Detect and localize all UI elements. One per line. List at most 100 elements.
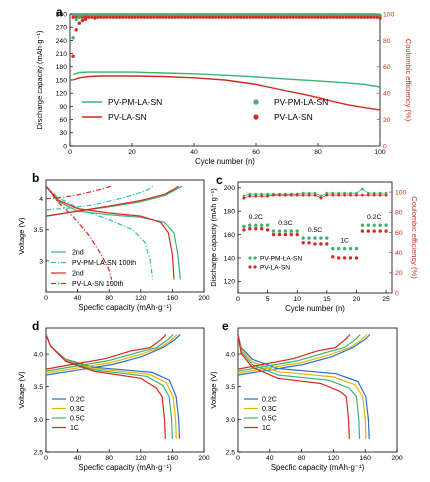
ce-point (226, 15, 230, 19)
ce-point (83, 17, 88, 21)
y-tick-label: 30 (59, 130, 67, 137)
ce-point (114, 15, 119, 19)
y-tick-label: 4.0 (34, 352, 44, 359)
ce-point (359, 15, 363, 19)
x-axis-label: Specfic capacity (mAh·g⁻¹) (78, 303, 172, 312)
ce-point (325, 15, 329, 19)
ce-point (238, 15, 243, 19)
ce-point (121, 15, 125, 19)
y-tick-label: 2.5 (34, 449, 44, 456)
ce-point (217, 15, 221, 19)
ce-point (331, 15, 336, 19)
x-tick-label: 0 (236, 296, 240, 303)
ce-point (349, 193, 352, 197)
ce-point (71, 54, 75, 58)
capacity-point (260, 227, 264, 231)
legend-marker (253, 114, 259, 120)
y2-axis-label: Coulombic efficiency (%) (404, 39, 413, 122)
ce-point (180, 15, 184, 19)
ce-point (158, 15, 162, 19)
discharge-curve (45, 334, 181, 439)
x-axis-label: Specfic capacity (mAh·g⁻¹) (271, 463, 365, 472)
ce-point (254, 194, 258, 198)
capacity-point (366, 223, 370, 227)
ce-point (304, 15, 308, 19)
y2-tick-label: 100 (395, 189, 407, 196)
charge-curve (237, 334, 371, 376)
charge-curve (237, 334, 361, 372)
charge-curve (45, 185, 183, 217)
ce-point (235, 15, 239, 19)
x-tick-label: 20 (128, 149, 136, 156)
legend-label: 0.5C (262, 416, 277, 423)
ce-point (355, 193, 358, 197)
y2-tick-label: 80 (395, 210, 403, 217)
capacity-point (313, 236, 317, 240)
rate-annotation: 0.2C (367, 214, 381, 221)
ce-point (186, 15, 190, 19)
panel-letter: b (32, 171, 39, 185)
ce-point (124, 15, 128, 19)
plot-frame (45, 179, 205, 293)
legend-label: 2nd (72, 250, 84, 257)
x-tick-label: 80 (298, 455, 306, 462)
x-tick-label: 5 (266, 296, 270, 303)
ce-point (369, 15, 373, 19)
ce-point (282, 15, 286, 19)
ce-point (167, 15, 171, 19)
x-tick-label: 25 (382, 296, 390, 303)
y2-tick-label: 0 (395, 290, 399, 297)
ce-point (343, 191, 346, 195)
discharge-curve (45, 185, 175, 280)
ce-point (384, 193, 388, 197)
ce-point (207, 15, 212, 19)
charge-curve (45, 185, 154, 211)
capacity-point (248, 227, 252, 231)
ce-point (80, 13, 85, 17)
capacity-point (337, 256, 341, 260)
ce-point (192, 15, 196, 19)
y2-tick-label: 100 (383, 11, 395, 18)
ce-point (300, 15, 305, 19)
ce-point (279, 15, 283, 19)
ce-point (251, 15, 255, 19)
capacity-point (319, 242, 323, 246)
discharge-curve (45, 185, 113, 280)
legend-marker (253, 99, 259, 105)
y-tick-label: 210 (56, 51, 68, 58)
ce-point (183, 15, 187, 19)
panel-a: a 0 20 40 60 80 100 Cycle number (n) 0 30 60 90 120 1… (35, 5, 413, 166)
ce-point (349, 191, 352, 195)
capacity-point (372, 229, 376, 233)
y2-tick-label: 40 (395, 250, 403, 257)
legend-label: PV-PM-LA-SN 100th (72, 260, 136, 267)
capacity-point (289, 229, 293, 233)
ce-point (355, 191, 358, 195)
ce-point (80, 18, 85, 23)
discharge-curve (237, 334, 361, 439)
ce-point (176, 15, 181, 19)
ce-point (328, 15, 332, 19)
capacity-point (348, 246, 353, 251)
ce-point (260, 15, 264, 19)
ce-point (266, 194, 269, 198)
capacity-line (72, 75, 381, 111)
ce-point (307, 193, 311, 197)
ce-point (366, 191, 370, 195)
ce-point (289, 193, 293, 197)
ce-point (260, 194, 264, 198)
capacity-point (265, 223, 270, 227)
x-axis-label: Cycle number (n) (285, 304, 345, 313)
y2-tick-label: 40 (383, 91, 391, 98)
ce-point (248, 15, 252, 19)
y-tick-label: 3.0 (226, 417, 236, 424)
legend-label: 0.3C (262, 406, 277, 413)
legend-label: PV-PM-LA-SN (108, 97, 162, 107)
ce-point (211, 15, 215, 19)
x-tick-label: 60 (252, 149, 260, 156)
ce-point (139, 15, 143, 19)
capacity-point (307, 241, 311, 245)
ce-point (74, 17, 78, 21)
capacity-point (260, 223, 264, 227)
panel-letter: c (216, 173, 223, 187)
